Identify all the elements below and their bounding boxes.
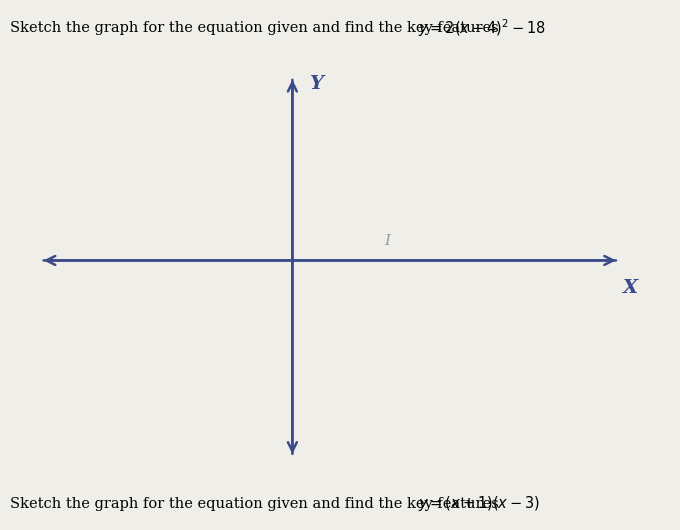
Text: Y: Y bbox=[309, 75, 323, 93]
Text: $y = (x +1)(x-3)$: $y = (x +1)(x-3)$ bbox=[418, 494, 541, 513]
Text: X: X bbox=[622, 279, 637, 297]
Text: $y = 2(x-4)^2 - 18$: $y = 2(x-4)^2 - 18$ bbox=[418, 17, 547, 39]
Text: Sketch the graph for the equation given and find the key features: Sketch the graph for the equation given … bbox=[10, 21, 499, 35]
Text: I: I bbox=[385, 234, 390, 248]
Text: Sketch the graph for the equation given and find the key features: Sketch the graph for the equation given … bbox=[10, 497, 499, 511]
